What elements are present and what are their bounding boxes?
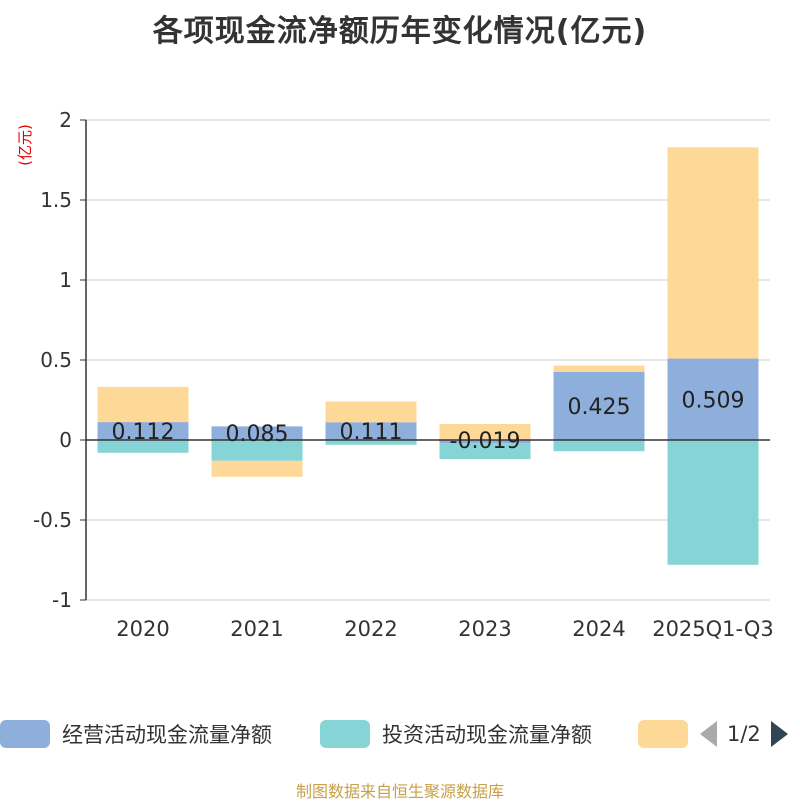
- x-tick-label: 2022: [344, 617, 397, 641]
- bar-financing-2025Q1-Q3[interactable]: [667, 147, 759, 359]
- bars: [97, 147, 759, 565]
- axes: -1 -0.5 0 0.5 1 1.5 2 2020 2021 2022 2023 2024 2025Q…: [33, 108, 774, 641]
- bar-financing-2024[interactable]: [553, 365, 645, 372]
- x-tick-label: 2020: [116, 617, 169, 641]
- legend-pager: 1/2: [700, 716, 788, 752]
- bar-operating-2024[interactable]: [553, 372, 645, 440]
- data-label-operating: 0.425: [568, 395, 631, 420]
- bar-investing-2020[interactable]: [97, 440, 189, 453]
- x-tick-label: 2024: [572, 617, 625, 641]
- y-tick-label: 0.5: [40, 348, 72, 372]
- bar-operating-2021[interactable]: [211, 426, 303, 440]
- bar-investing-2021[interactable]: [211, 440, 303, 461]
- data-label-operating: 0.085: [226, 422, 289, 447]
- gridlines: [86, 119, 770, 601]
- bar-operating-2020[interactable]: [97, 422, 189, 440]
- bar-financing-2023[interactable]: [439, 424, 531, 440]
- pager-text: 1/2: [727, 722, 761, 746]
- data-label-operating: 0.112: [112, 420, 175, 445]
- bar-investing-2023[interactable]: [439, 443, 531, 460]
- y-tick-label: 0: [59, 428, 72, 452]
- legend-label-operating: 经营活动现金流量净额: [62, 723, 272, 747]
- legend-item-financing[interactable]: [638, 716, 688, 752]
- y-tick-label: 1: [59, 268, 72, 292]
- x-tick-label: 2025Q1-Q3: [652, 617, 774, 641]
- data-labels: 0.112 0.085 0.111 -0.019 0.425 0.509: [112, 388, 745, 454]
- data-label-operating: 0.111: [340, 420, 403, 445]
- legend: 经营活动现金流量净额 投资活动现金流量净额: [0, 716, 800, 752]
- legend-swatch-investing: [320, 720, 370, 748]
- y-tick-label: 1.5: [40, 188, 72, 212]
- legend-swatch-financing: [638, 720, 688, 748]
- y-tick-label: -1: [52, 588, 72, 612]
- bar-financing-2020[interactable]: [97, 386, 189, 423]
- bar-investing-2022[interactable]: [325, 440, 417, 445]
- legend-item-operating[interactable]: 经营活动现金流量净额: [0, 716, 272, 752]
- chart-title: 各项现金流净额历年变化情况(亿元): [152, 14, 648, 49]
- y-tick-label: 2: [59, 108, 72, 132]
- data-label-operating: -0.019: [450, 429, 521, 454]
- bar-operating-2025Q1-Q3[interactable]: [667, 358, 759, 440]
- legend-swatch-operating: [0, 720, 50, 748]
- y-axis-unit-label: (亿元): [16, 124, 34, 166]
- pager-prev-icon[interactable]: [700, 721, 717, 747]
- pager-next-icon[interactable]: [770, 721, 788, 747]
- data-label-operating: 0.509: [682, 388, 745, 413]
- bar-investing-2025Q1-Q3[interactable]: [667, 440, 759, 565]
- legend-label-investing: 投资活动现金流量净额: [382, 723, 592, 747]
- x-tick-label: 2021: [230, 617, 283, 641]
- legend-item-investing[interactable]: 投资活动现金流量净额: [320, 716, 592, 752]
- y-tick-label: -0.5: [33, 508, 72, 532]
- bar-operating-2022[interactable]: [325, 422, 417, 440]
- source-note: 制图数据来自恒生聚源数据库: [295, 782, 504, 801]
- bar-financing-2021[interactable]: [211, 460, 303, 477]
- x-tick-label: 2023: [458, 617, 511, 641]
- bar-operating-2023[interactable]: [439, 440, 531, 444]
- bar-investing-2024[interactable]: [553, 440, 645, 452]
- bar-financing-2022[interactable]: [325, 401, 417, 423]
